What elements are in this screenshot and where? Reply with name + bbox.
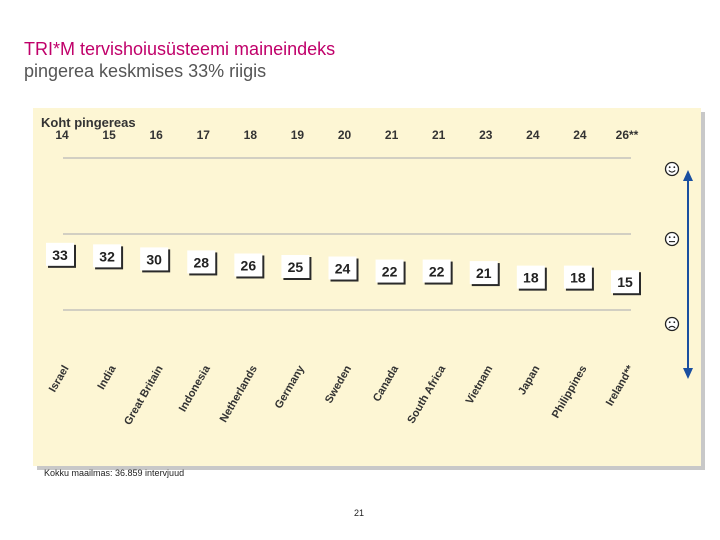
rank-label: 21 (432, 128, 446, 142)
point-box (140, 247, 169, 271)
data-point: 33 (46, 242, 76, 268)
sad-face-icon (664, 316, 680, 332)
title-line-1: TRI*M tervishoiusüsteemi maineindeks (24, 39, 336, 59)
point-value: 33 (52, 247, 68, 263)
page-number: 21 (354, 508, 365, 518)
rank-label: 17 (197, 128, 211, 142)
rank-label: 24 (526, 128, 540, 142)
rank-heading: Koht pingereas (41, 115, 136, 130)
point-value: 24 (335, 261, 351, 277)
rank-label: 24 (573, 128, 587, 142)
rank-labels: 14 15 16 17 18 19 20 21 21 23 24 24 26** (55, 128, 638, 142)
country-label: Indonesia (177, 363, 214, 414)
point-value: 28 (193, 254, 209, 270)
data-point: 22 (375, 259, 406, 285)
point-box (187, 250, 216, 274)
rank-label: 19 (291, 128, 305, 142)
chart-title: TRI*M tervishoiusüsteemi maineindeks pin… (24, 38, 335, 82)
point-box (611, 270, 639, 294)
point-value: 15 (617, 274, 633, 290)
data-point: 22 (422, 259, 453, 285)
rank-label: 21 (385, 128, 399, 142)
point-value: 18 (570, 270, 586, 286)
country-label: Great Britain (122, 363, 166, 427)
country-labels: Israel India Great Britain Indonesia Netherl… (47, 363, 637, 427)
country-label: Philippines (550, 364, 590, 421)
point-box (234, 253, 263, 277)
country-label: India (95, 363, 119, 392)
point-box (328, 256, 357, 280)
rank-label: 18 (244, 128, 258, 142)
scale-indicator (664, 161, 693, 379)
country-label: Canada (371, 363, 402, 404)
country-label: Ireland** (604, 363, 637, 408)
point-value: 22 (429, 264, 445, 280)
country-label: Japan (516, 363, 542, 397)
scale-arrow-up (683, 170, 693, 181)
rank-label: 15 (102, 128, 116, 142)
chart-svg: Koht pingereas 14 15 16 17 18 19 20 21 21 23 24 24 2… (41, 115, 693, 427)
rank-label: 20 (338, 128, 352, 142)
title-line-2: pingerea keskmises 33% riigis (24, 61, 267, 81)
point-value: 26 (241, 257, 257, 273)
point-box (563, 265, 592, 289)
point-value: 21 (476, 265, 492, 281)
country-label: Israel (47, 364, 72, 395)
point-value: 32 (99, 248, 115, 264)
data-point: 28 (187, 250, 218, 276)
point-box (93, 244, 122, 268)
data-point: 30 (140, 247, 171, 273)
rank-label: 23 (479, 128, 493, 142)
data-point: 32 (93, 244, 124, 270)
data-point: 24 (328, 256, 359, 282)
data-point: 25 (281, 255, 312, 280)
footnote: Kokku maailmas: 36.859 intervjuud (44, 468, 185, 478)
point-value: 22 (382, 264, 398, 280)
country-label: Germany (273, 363, 308, 411)
data-point: 21 (469, 261, 500, 287)
point-box (516, 265, 545, 289)
point-box (281, 255, 310, 278)
scale-arrow-down (683, 368, 693, 379)
gridlines (63, 157, 631, 311)
country-label: Sweden (323, 363, 354, 405)
point-box (422, 259, 451, 283)
data-point: 15 (611, 270, 641, 296)
smile-icon (664, 161, 680, 177)
point-value: 18 (523, 270, 539, 286)
rank-label: 26** (616, 128, 639, 142)
rank-label: 14 (55, 128, 69, 142)
data-point: 18 (563, 265, 594, 291)
data-point: 18 (516, 265, 547, 291)
point-value: 25 (288, 259, 304, 275)
point-box (469, 261, 498, 285)
neutral-face-icon (664, 231, 680, 247)
country-label: Vietnam (464, 363, 496, 406)
country-label: Netherlands (218, 364, 260, 425)
country-label: South Africa (405, 363, 448, 426)
data-points: 33 32 30 28 26 25 24 22 22 21 18 18 15 (46, 242, 641, 296)
point-box (375, 259, 404, 283)
point-value: 30 (146, 251, 162, 267)
data-point: 26 (234, 253, 265, 279)
rank-label: 16 (149, 128, 163, 142)
point-box (46, 242, 74, 266)
